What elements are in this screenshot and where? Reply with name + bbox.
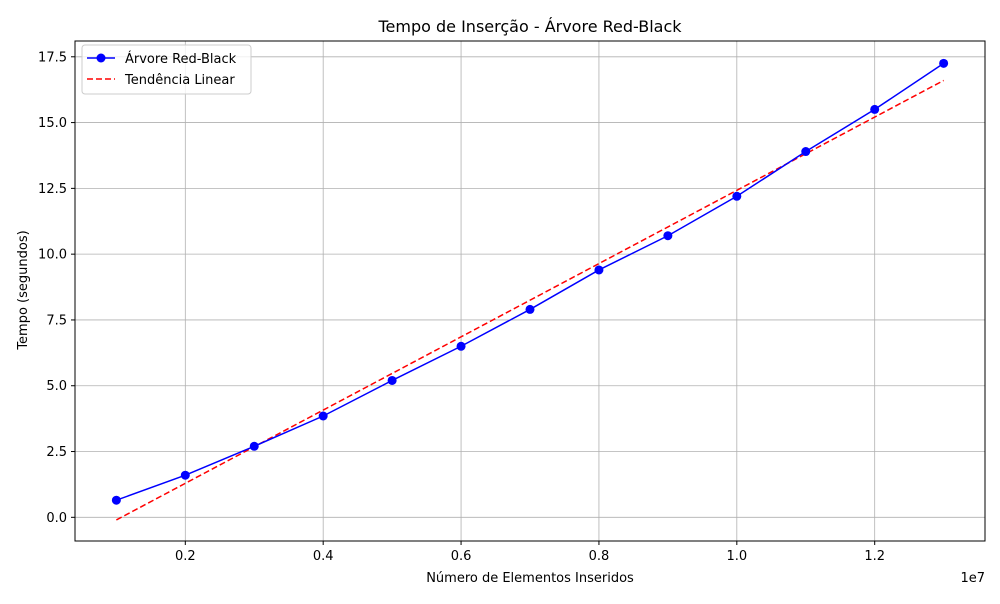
y-tick-label: 7.5 bbox=[46, 313, 67, 328]
red-black-series-line bbox=[116, 62, 945, 501]
y-tick-label: 10.0 bbox=[38, 248, 67, 263]
data-point bbox=[663, 231, 673, 241]
legend: Árvore Red-Black Tendência Linear bbox=[81, 44, 252, 95]
data-point bbox=[594, 265, 604, 275]
x-tick-label: 1.2 bbox=[864, 549, 885, 564]
series-layer bbox=[111, 58, 949, 521]
x-tick-label: 0.4 bbox=[313, 549, 334, 564]
x-axis-label: Número de Elementos Inseridos bbox=[426, 571, 634, 586]
trend-line bbox=[116, 79, 944, 521]
data-point bbox=[249, 441, 259, 451]
legend-marker-red-black bbox=[96, 53, 106, 63]
y-axis-label: Tempo (segundos) bbox=[16, 230, 31, 350]
ticks: 0.2 0.4 0.6 0.8 1.0 1.2 0.0 2.5 5.0 7.5 10.0 12.5 15… bbox=[38, 50, 885, 564]
data-point bbox=[180, 470, 190, 480]
data-point bbox=[525, 304, 535, 314]
x-tick-label: 0.8 bbox=[589, 549, 610, 564]
chart-title: Tempo de Inserção - Árvore Red-Black bbox=[377, 17, 682, 36]
y-tick-label: 15.0 bbox=[38, 116, 67, 131]
x-tick-label: 0.2 bbox=[175, 549, 196, 564]
y-tick-label: 5.0 bbox=[46, 379, 67, 394]
data-point bbox=[801, 147, 811, 157]
x-axis-offset-label: 1e7 bbox=[960, 571, 985, 586]
data-point bbox=[387, 375, 397, 385]
y-tick-label: 12.5 bbox=[38, 182, 67, 197]
data-point bbox=[111, 495, 121, 505]
y-tick-label: 2.5 bbox=[46, 445, 67, 460]
data-point bbox=[456, 341, 466, 351]
y-tick-label: 17.5 bbox=[38, 50, 67, 65]
data-point bbox=[318, 411, 328, 421]
data-point bbox=[732, 191, 742, 201]
legend-label-red-black: Árvore Red-Black bbox=[125, 51, 237, 67]
x-tick-label: 0.6 bbox=[451, 549, 472, 564]
x-tick-label: 1.0 bbox=[726, 549, 747, 564]
y-tick-label: 0.0 bbox=[46, 511, 67, 526]
grid bbox=[75, 41, 985, 541]
data-point bbox=[939, 58, 949, 68]
legend-box bbox=[81, 44, 252, 95]
legend-label-trend: Tendência Linear bbox=[124, 73, 235, 88]
axes-frame bbox=[74, 40, 986, 542]
data-point bbox=[870, 104, 880, 114]
